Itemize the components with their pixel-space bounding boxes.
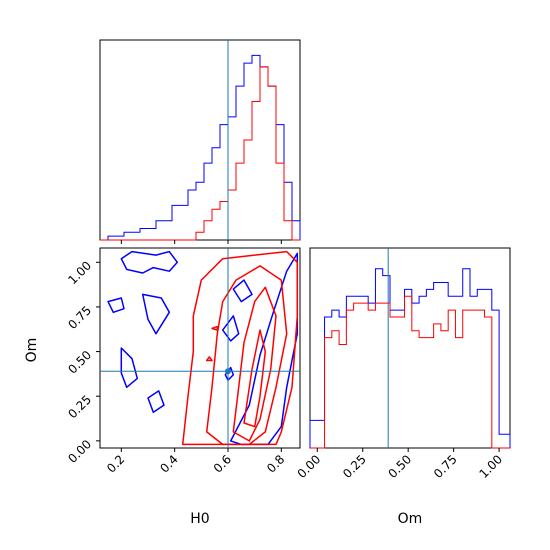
blue-contour-6 xyxy=(232,279,253,303)
scatter-frame xyxy=(99,247,301,449)
h0-hist-blue xyxy=(100,54,301,241)
h0-tick-label-0: 0.2 xyxy=(104,452,127,475)
h0-hist-red xyxy=(100,66,300,241)
y-axis-label-om: Om xyxy=(24,338,40,363)
red-contour-0 xyxy=(181,250,299,446)
om-x-tick-label-0: 0.00 xyxy=(295,452,324,481)
om-hist-red xyxy=(310,295,510,449)
om-y-tick-label-0: 0.00 xyxy=(65,437,94,466)
om-x-tick-label-3: 0.75 xyxy=(431,452,460,481)
blue-contour-0 xyxy=(120,250,179,274)
om-y-tick-label-1: 0.25 xyxy=(65,392,94,421)
om-y-tick-label-2: 0.50 xyxy=(65,348,94,377)
om-y-tick-label-4: 1.00 xyxy=(65,259,94,288)
h0-tick-label-3: 0.8 xyxy=(264,452,287,475)
red-contour-4 xyxy=(211,325,219,331)
blue-contour-5 xyxy=(221,315,240,342)
om-histogram xyxy=(309,248,511,449)
h0-hist-frame xyxy=(99,39,301,241)
om-y-tick-label-3: 0.75 xyxy=(65,303,94,332)
red-contour-1 xyxy=(205,265,288,446)
om-x-tick-label-1: 0.25 xyxy=(340,452,369,481)
om-x-tick-label-4: 1.00 xyxy=(476,452,505,481)
truth-point xyxy=(225,368,231,375)
red-contour-5 xyxy=(205,356,213,362)
red-contour-2 xyxy=(232,286,277,442)
h0-tick-label-2: 0.6 xyxy=(211,452,234,475)
om-hist-blue xyxy=(309,268,511,448)
h0-histogram xyxy=(100,40,301,241)
red-contour-3 xyxy=(243,329,267,428)
blue-contour-2 xyxy=(141,293,171,335)
om-x-tick-label-2: 0.50 xyxy=(386,452,415,481)
contour-group xyxy=(107,250,299,446)
blue-contour-3 xyxy=(120,347,139,389)
x-axis-label-om: Om xyxy=(398,511,423,527)
blue-contour-1 xyxy=(107,297,125,314)
x-axis-label-h0: H0 xyxy=(190,511,209,527)
h0-om-contour-panel xyxy=(100,248,300,448)
h0-tick-label-1: 0.4 xyxy=(157,452,180,475)
om-hist-frame xyxy=(309,247,511,449)
blue-contour-4 xyxy=(147,390,165,414)
